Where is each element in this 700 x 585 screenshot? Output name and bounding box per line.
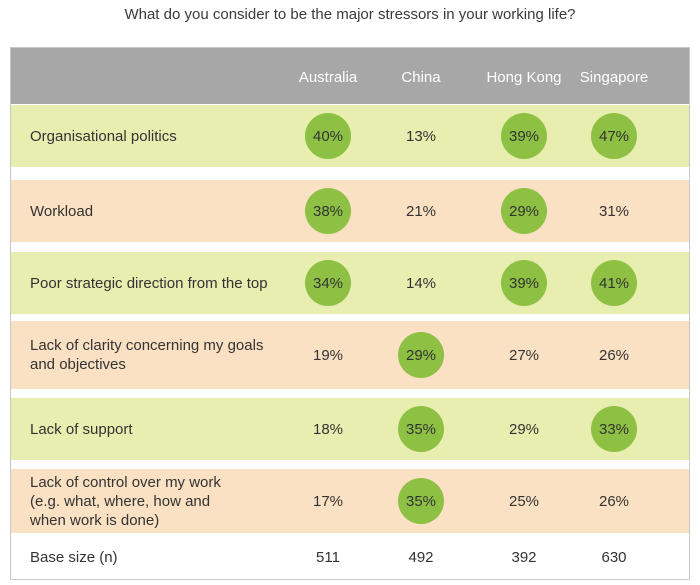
- value: 19%: [312, 346, 344, 364]
- value-cell-singapore: 26%: [574, 321, 654, 389]
- row-label-lack-of-clarity-concerning-my-goals-and-objectives: Lack of clarity concerning my goals and …: [30, 337, 264, 373]
- highlighted-value: 34%: [305, 260, 351, 306]
- table-row: Workload 38% 21% 29% 31%: [11, 180, 689, 242]
- highlighted-value: 38%: [305, 188, 351, 234]
- value-cell-china: 21%: [381, 180, 461, 242]
- row-label-workload: Workload: [30, 202, 94, 220]
- value-cell-australia: 19%: [288, 321, 368, 389]
- highlighted-value: 35%: [398, 478, 444, 524]
- value-cell-australia: 34%: [288, 252, 368, 314]
- table-row: Lack of clarity concerning my goals and …: [11, 321, 689, 389]
- row-label-organisational-politics: Organisational politics: [30, 127, 177, 145]
- highlighted-value: 40%: [305, 113, 351, 159]
- value-cell-australia: 511: [288, 534, 368, 579]
- stressors-table: Australia China Hong Kong Singapore Orga…: [10, 47, 690, 580]
- highlighted-value: 39%: [501, 113, 547, 159]
- value-cell-china: 13%: [381, 105, 461, 167]
- value-cell-hong-kong: 39%: [484, 252, 564, 314]
- highlighted-value: 47%: [591, 113, 637, 159]
- value-cell-china: 492: [381, 534, 461, 579]
- row-label-poor-strategic-direction-from-the-top: Poor strategic direction from the top: [30, 274, 268, 292]
- value: 29%: [508, 420, 540, 438]
- chart-title: What do you consider to be the major str…: [124, 6, 576, 23]
- value: 392: [511, 548, 537, 566]
- value: 14%: [405, 274, 437, 292]
- value-cell-china: 29%: [381, 321, 461, 389]
- table-header: Australia China Hong Kong Singapore: [11, 48, 689, 104]
- table-row: Lack of control over my work (e.g. what,…: [11, 469, 689, 533]
- column-header-china: China: [401, 69, 441, 86]
- table-row: Poor strategic direction from the top 34%…: [11, 252, 689, 314]
- table-row: Lack of support 18% 35% 29% 33%: [11, 398, 689, 460]
- table-row: Organisational politics 40% 13% 39% 47%: [11, 105, 689, 167]
- value-cell-china: 35%: [381, 398, 461, 460]
- row-label-lack-of-support: Lack of support: [30, 420, 133, 438]
- value: 26%: [598, 492, 630, 510]
- row-label-base-size-n: Base size (n): [30, 548, 118, 566]
- highlighted-value: 29%: [398, 332, 444, 378]
- value: 18%: [312, 420, 344, 438]
- highlighted-value: 29%: [501, 188, 547, 234]
- column-header-australia: Australia: [298, 69, 358, 86]
- highlighted-value: 35%: [398, 406, 444, 452]
- value: 31%: [598, 202, 630, 220]
- value: 27%: [508, 346, 540, 364]
- value-cell-hong-kong: 27%: [484, 321, 564, 389]
- value-cell-china: 14%: [381, 252, 461, 314]
- value-cell-singapore: 41%: [574, 252, 654, 314]
- value-cell-australia: 18%: [288, 398, 368, 460]
- value: 492: [408, 548, 434, 566]
- value-cell-australia: 17%: [288, 469, 368, 533]
- value-cell-hong-kong: 25%: [484, 469, 564, 533]
- value-cell-singapore: 33%: [574, 398, 654, 460]
- value-cell-singapore: 47%: [574, 105, 654, 167]
- value-cell-singapore: 630: [574, 534, 654, 579]
- value-cell-singapore: 26%: [574, 469, 654, 533]
- value-cell-china: 35%: [381, 469, 461, 533]
- highlighted-value: 39%: [501, 260, 547, 306]
- value-cell-hong-kong: 29%: [484, 398, 564, 460]
- value: 25%: [508, 492, 540, 510]
- table-row: Base size (n) 511 492 392 630: [11, 534, 689, 579]
- value-cell-australia: 38%: [288, 180, 368, 242]
- value-cell-hong-kong: 392: [484, 534, 564, 579]
- value: 13%: [405, 127, 437, 145]
- column-header-hong-kong: Hong Kong: [486, 69, 562, 86]
- value-cell-hong-kong: 39%: [484, 105, 564, 167]
- value-cell-australia: 40%: [288, 105, 368, 167]
- value-cell-hong-kong: 29%: [484, 180, 564, 242]
- highlighted-value: 33%: [591, 406, 637, 452]
- value: 17%: [312, 492, 344, 510]
- value: 21%: [405, 202, 437, 220]
- row-label-lack-of-control-over-my-work-e-g-what-where-how-and-when-work-is-done: Lack of control over my work (e.g. what,…: [30, 473, 221, 529]
- value-cell-singapore: 31%: [574, 180, 654, 242]
- column-header-singapore: Singapore: [579, 69, 649, 86]
- value: 630: [601, 548, 627, 566]
- value: 511: [316, 548, 340, 566]
- value: 26%: [598, 346, 630, 364]
- highlighted-value: 41%: [591, 260, 637, 306]
